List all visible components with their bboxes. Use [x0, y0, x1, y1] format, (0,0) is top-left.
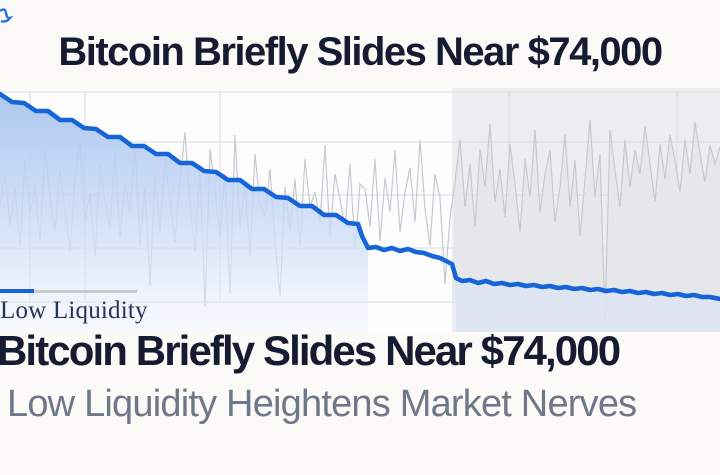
chart-legend: Low Liquidity [0, 289, 200, 325]
headline-top: Bitcoin Briefly Slides Near $74,000 [58, 30, 663, 74]
legend-blue-line-swatch [0, 289, 34, 293]
stray-blue-mark [0, 8, 14, 23]
headline-bottom: Bitcoin Briefly Slides Near $74,000 [0, 327, 621, 374]
legend-line-markers [0, 289, 200, 293]
subtitle: Low Liquidity Heightens Market Nerves [7, 383, 637, 425]
legend-gray-line-swatch [34, 289, 137, 293]
price-chart-canvas [0, 88, 720, 332]
legend-label: Low Liquidity [0, 297, 148, 324]
